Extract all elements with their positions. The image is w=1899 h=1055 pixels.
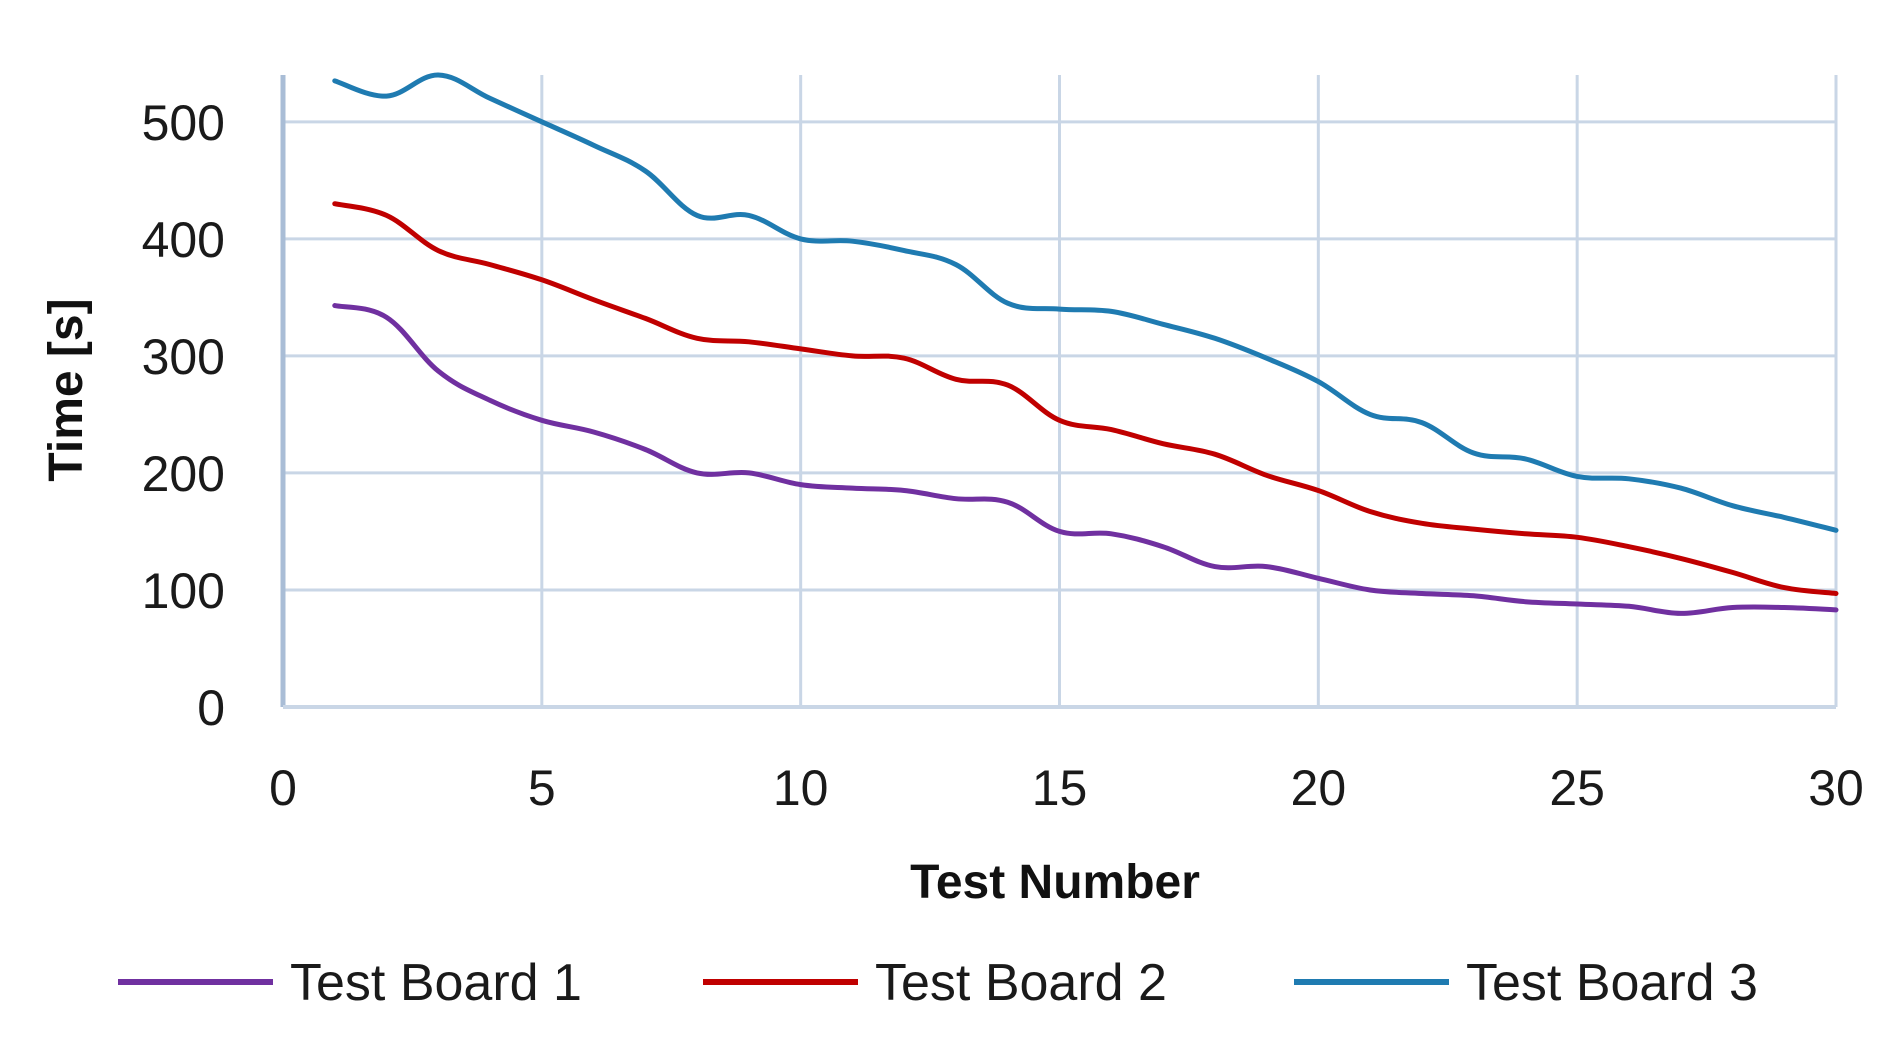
y-tick-label: 400 <box>142 212 225 268</box>
legend-label: Test Board 1 <box>290 954 582 1012</box>
y-tick-label: 100 <box>142 563 225 619</box>
legend-label: Test Board 2 <box>875 954 1167 1012</box>
x-tick-label: 20 <box>1291 760 1347 816</box>
x-tick-label: 10 <box>773 760 829 816</box>
axes <box>280 75 1836 709</box>
x-tick-label: 30 <box>1808 760 1864 816</box>
x-tick-labels: 0 5 10 15 20 25 30 <box>269 760 1864 816</box>
y-tick-label: 200 <box>142 446 225 502</box>
y-tick-label: 0 <box>197 680 225 736</box>
legend: Test Board 1 Test Board 2 Test Board 3 <box>118 954 1758 1012</box>
x-tick-label: 5 <box>528 760 556 816</box>
series-line-2 <box>332 201 1839 596</box>
y-tick-label: 300 <box>142 329 225 385</box>
y-axis-title: Time [s] <box>40 298 93 481</box>
series-lines <box>332 72 1839 616</box>
y-tick-labels: 0 100 200 300 400 500 <box>142 95 225 736</box>
x-tick-label: 25 <box>1549 760 1605 816</box>
y-tick-label: 500 <box>142 95 225 151</box>
series-line-3 <box>332 72 1839 533</box>
x-tick-label: 15 <box>1032 760 1088 816</box>
x-tick-label: 0 <box>269 760 297 816</box>
x-axis-title: Test Number <box>910 856 1200 909</box>
series-line-1 <box>332 303 1839 616</box>
legend-label: Test Board 3 <box>1466 954 1758 1012</box>
grid-lines <box>283 75 1838 707</box>
